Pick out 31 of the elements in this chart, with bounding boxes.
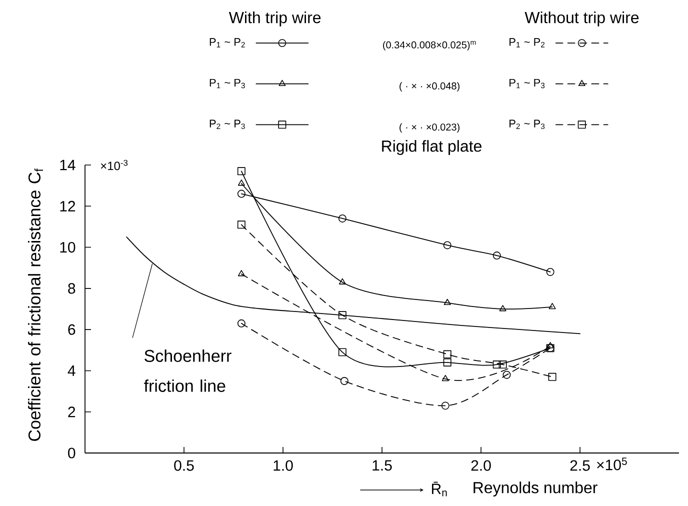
x-tick-label: 0.5 [174, 460, 194, 471]
text: Without trip wire [524, 11, 639, 26]
text: (0.34×0.008×0.025)$^{m}$ [383, 40, 476, 50]
y-tick-label: 2 [68, 406, 76, 418]
y-tick-label: 12 [60, 200, 76, 212]
legend-label: P$_{1}$ ~ P$_{2}$ [510, 38, 545, 48]
text: ( · × · ×0.048) [400, 82, 460, 92]
y-tick-label: 14 [60, 160, 76, 170]
text: R̄$_{n}$ [432, 482, 447, 496]
x-tick-label: 2.0 [471, 460, 491, 471]
y-axis-title: Coefficient of frictional resistance C$_{f}$ [28, 168, 43, 441]
x-axis-title: Reynolds number [474, 482, 598, 496]
legend-label: P$_{2}$ ~ P$_{3}$ [210, 120, 245, 130]
y-tick-label: 8 [68, 283, 76, 294]
legend-label: P$_{1}$ ~ P$_{2}$ [210, 38, 245, 48]
text: ( · × · ×0.023) [400, 123, 460, 133]
y-tick-label: 6 [68, 324, 76, 335]
annotation: Schoenherr friction line [144, 349, 232, 392]
x-tick-label: 1.0 [274, 460, 293, 471]
annotation: ×10$^{-3}$ [100, 160, 128, 170]
x-tick-label: 2.5 [570, 460, 590, 471]
chart-title: Rigid flat plate [382, 140, 482, 155]
legend-label: P$_{1}$ ~ P$_{3}$ [510, 78, 545, 88]
legend-label: P$_{1}$ ~ P$_{3}$ [210, 78, 245, 88]
x-tick-label: 1.5 [372, 460, 392, 471]
legend-label: P$_{2}$ ~ P$_{3}$ [510, 120, 545, 130]
y-tick-label: 0 [68, 448, 76, 458]
text: ×10$^{5}$ [597, 458, 627, 470]
y-tick-label: 10 [60, 242, 76, 253]
text: With trip wire [228, 11, 321, 26]
y-tick-label: 4 [68, 366, 76, 376]
